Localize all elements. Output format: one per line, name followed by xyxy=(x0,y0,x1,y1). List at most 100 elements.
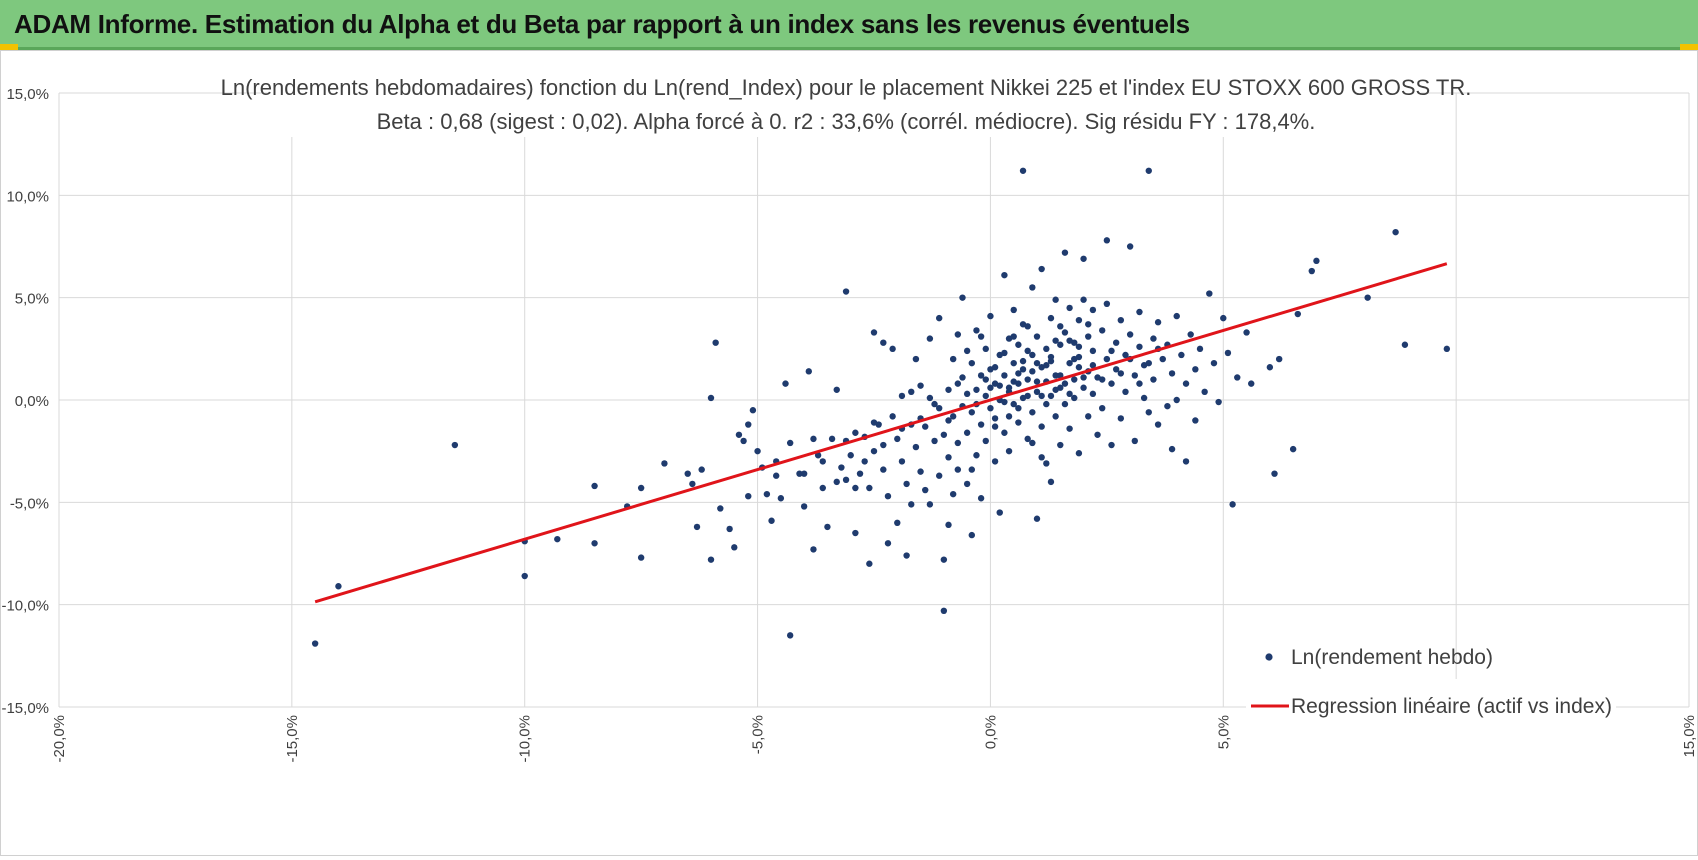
scatter-point xyxy=(1019,321,1027,328)
scatter-point xyxy=(1057,341,1064,348)
scatter-point xyxy=(1075,450,1083,457)
scatter-point xyxy=(991,458,999,465)
scatter-point xyxy=(959,294,966,301)
scatter-point xyxy=(707,394,715,402)
scatter-point xyxy=(870,447,878,455)
scatter-chart: -15,0% -10,0% -5,0% 0,0% 5,0% 10,0% 15,0% -20,0… xyxy=(1,65,1698,779)
scatter-point xyxy=(1136,380,1143,387)
scatter-point xyxy=(945,417,952,424)
chart-title: Ln(rendements hebdomadaires) fonction du… xyxy=(221,75,1472,100)
scatter-point xyxy=(1029,409,1036,416)
scatter-point xyxy=(1308,267,1315,275)
scatter-point xyxy=(800,470,808,477)
scatter-point xyxy=(1187,331,1194,338)
scatter-point xyxy=(1066,425,1073,432)
scatter-point xyxy=(1075,343,1083,350)
scatter-point xyxy=(1005,384,1013,391)
scatter-point xyxy=(1443,345,1451,353)
chart-subtitle: Beta : 0,68 (sigest : 0,02). Alpha forcé… xyxy=(377,109,1316,134)
scatter-point xyxy=(977,421,985,428)
scatter-point xyxy=(936,472,943,479)
scatter-point xyxy=(1140,394,1148,402)
scatter-point xyxy=(554,535,561,543)
scatter-point xyxy=(945,521,952,529)
scatter-point xyxy=(796,470,803,477)
scatter-point xyxy=(982,392,989,400)
scatter-point xyxy=(1122,351,1129,359)
scatter-point xyxy=(1085,321,1092,328)
y-tick-label: -10,0% xyxy=(1,598,49,615)
scatter-point xyxy=(949,413,957,420)
scatter-point xyxy=(949,355,957,363)
scatter-point xyxy=(1173,396,1180,404)
scatter-point xyxy=(977,495,985,502)
scatter-point xyxy=(1164,402,1171,410)
scatter-point xyxy=(712,339,719,346)
scatter-point xyxy=(1108,347,1115,355)
scatter-point xyxy=(940,556,948,563)
scatter-point xyxy=(637,484,645,492)
scatter-point xyxy=(1131,372,1139,379)
legend-marker-points xyxy=(1265,653,1273,661)
scatter-point xyxy=(1024,376,1031,383)
scatter-point xyxy=(754,447,761,455)
scatter-point xyxy=(1019,366,1027,373)
scatter-point xyxy=(922,423,929,430)
scatter-point xyxy=(884,492,892,500)
scatter-point xyxy=(880,466,887,473)
scatter-point xyxy=(968,359,975,367)
scatter-point xyxy=(1047,353,1055,361)
scatter-point xyxy=(689,480,696,488)
scatter-point xyxy=(1029,284,1036,291)
scatter-point xyxy=(684,470,691,477)
scatter-point xyxy=(1033,333,1041,340)
scatter-point xyxy=(1001,271,1008,279)
scatter-point xyxy=(698,466,705,473)
x-tick-label: -20,0% xyxy=(51,715,68,763)
scatter-point xyxy=(1178,351,1185,359)
scatter-point xyxy=(311,640,319,647)
scatter-point xyxy=(1099,327,1106,334)
scatter-point xyxy=(982,437,989,445)
scatter-point xyxy=(1019,357,1027,365)
scatter-point xyxy=(847,452,854,459)
scatter-point xyxy=(852,484,859,492)
scatter-point xyxy=(1089,390,1097,398)
scatter-point xyxy=(968,531,975,539)
scatter-point xyxy=(991,423,999,430)
scatter-points xyxy=(311,167,1451,647)
scatter-point xyxy=(949,490,957,498)
scatter-point xyxy=(451,441,459,449)
scatter-point xyxy=(982,345,989,353)
y-tick-label: -5,0% xyxy=(10,495,49,512)
scatter-point xyxy=(926,501,934,508)
scatter-point xyxy=(810,435,817,443)
scatter-point xyxy=(866,560,873,567)
scatter-point xyxy=(1010,400,1017,408)
chart-frame: -15,0% -10,0% -5,0% 0,0% 5,0% 10,0% 15,0% -20,0… xyxy=(0,50,1698,856)
scatter-point xyxy=(1094,431,1101,438)
scatter-point xyxy=(1080,255,1087,262)
scatter-point xyxy=(940,607,948,615)
scatter-point xyxy=(954,466,962,473)
scatter-point xyxy=(926,394,934,402)
scatter-point xyxy=(912,443,920,451)
scatter-point xyxy=(1001,372,1008,379)
scatter-point xyxy=(819,484,826,492)
scatter-point xyxy=(1168,445,1176,453)
scatter-point xyxy=(861,458,868,465)
scatter-point xyxy=(1313,257,1320,265)
scatter-point xyxy=(866,484,873,492)
scatter-point xyxy=(786,632,794,639)
scatter-point xyxy=(987,312,994,320)
scatter-point xyxy=(1117,316,1125,324)
scatter-point xyxy=(1192,366,1199,373)
scatter-point xyxy=(1071,394,1078,402)
header-bar: ADAM Informe. Estimation du Alpha et du … xyxy=(0,0,1698,50)
scatter-point xyxy=(894,519,901,526)
scatter-point xyxy=(1057,372,1064,379)
scatter-point xyxy=(963,390,971,398)
scatter-point xyxy=(1071,376,1078,383)
scatter-point xyxy=(968,466,975,473)
scatter-point xyxy=(917,382,924,389)
